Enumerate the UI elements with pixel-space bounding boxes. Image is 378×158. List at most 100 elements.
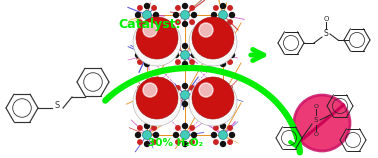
Circle shape [229,12,234,18]
Circle shape [189,78,237,126]
Circle shape [152,126,156,130]
Circle shape [199,23,213,37]
Circle shape [214,60,218,64]
Circle shape [153,92,158,97]
Circle shape [176,86,180,90]
Circle shape [152,60,156,64]
Circle shape [220,3,226,9]
Circle shape [176,6,180,10]
Circle shape [138,126,142,130]
Circle shape [135,133,141,137]
Circle shape [199,83,213,97]
Circle shape [174,12,178,18]
Circle shape [218,10,228,19]
Circle shape [176,140,180,144]
Text: S: S [314,117,318,123]
Circle shape [183,83,187,88]
Circle shape [212,12,217,18]
Circle shape [183,101,187,106]
Circle shape [189,18,237,66]
Circle shape [138,140,142,144]
Circle shape [143,10,152,19]
Circle shape [174,92,178,97]
Circle shape [228,86,232,90]
Circle shape [144,101,150,106]
Circle shape [135,92,141,97]
Circle shape [218,91,228,100]
Circle shape [228,46,232,50]
Circle shape [192,133,197,137]
Text: S: S [54,100,60,109]
Circle shape [152,46,156,50]
Circle shape [138,6,142,10]
Circle shape [153,133,158,137]
Circle shape [192,17,234,59]
Circle shape [181,10,189,19]
Circle shape [229,92,234,97]
Circle shape [144,3,150,9]
Circle shape [212,92,217,97]
Circle shape [133,78,181,126]
Circle shape [220,21,226,27]
Circle shape [220,101,226,106]
Circle shape [135,12,141,18]
Circle shape [220,61,226,67]
Circle shape [228,6,232,10]
Circle shape [138,60,142,64]
Circle shape [143,91,152,100]
Circle shape [214,86,218,90]
Circle shape [176,100,180,104]
Circle shape [183,3,187,9]
Circle shape [143,23,157,37]
Circle shape [214,20,218,24]
Circle shape [143,51,152,60]
Text: 30% H₂O₂: 30% H₂O₂ [148,138,203,148]
Circle shape [183,21,187,27]
Circle shape [176,126,180,130]
Text: O: O [313,131,319,137]
Circle shape [214,140,218,144]
Circle shape [143,83,157,97]
Circle shape [228,126,232,130]
Circle shape [152,20,156,24]
Circle shape [214,6,218,10]
Circle shape [214,126,218,130]
Circle shape [190,100,194,104]
Circle shape [152,6,156,10]
Circle shape [220,83,226,88]
Circle shape [220,124,226,128]
Circle shape [214,46,218,50]
Circle shape [181,51,189,60]
Circle shape [153,12,158,18]
Circle shape [152,86,156,90]
Circle shape [152,100,156,104]
Circle shape [143,131,152,140]
Circle shape [181,91,189,100]
Circle shape [192,12,197,18]
Circle shape [144,21,150,27]
Circle shape [138,86,142,90]
Circle shape [176,60,180,64]
Circle shape [190,140,194,144]
Circle shape [190,46,194,50]
Circle shape [190,126,194,130]
Circle shape [153,52,158,58]
Circle shape [138,100,142,104]
Circle shape [144,43,150,49]
Circle shape [183,61,187,67]
Circle shape [214,100,218,104]
Circle shape [228,60,232,64]
Circle shape [229,52,234,58]
Circle shape [294,95,350,151]
Circle shape [218,131,228,140]
Circle shape [229,133,234,137]
Circle shape [136,77,178,119]
Circle shape [133,18,181,66]
Circle shape [190,6,194,10]
Circle shape [144,124,150,128]
Circle shape [228,20,232,24]
Circle shape [138,46,142,50]
Circle shape [218,51,228,60]
Circle shape [181,131,189,140]
Circle shape [144,61,150,67]
